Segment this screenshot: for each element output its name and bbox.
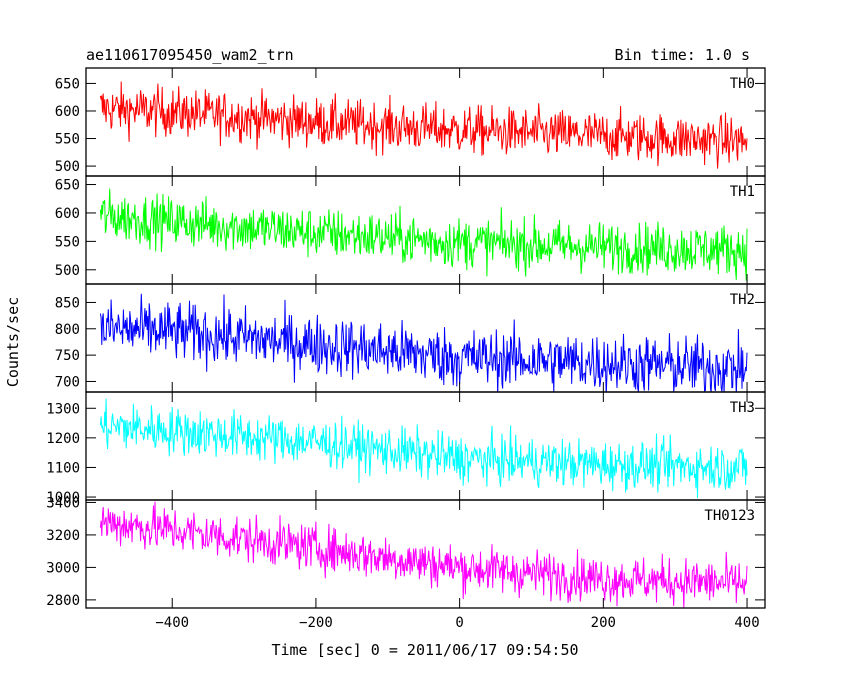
y-tick-label: 800 xyxy=(55,322,80,338)
y-tick-label: 1200 xyxy=(46,431,80,447)
y-axis-label: Counts/sec xyxy=(4,297,22,387)
panel-tag-th0: TH0 xyxy=(730,76,755,92)
panel-frame xyxy=(85,499,766,609)
y-tick-label: 850 xyxy=(55,295,80,311)
panels-group: 500 550 600 650 TH0 500 550 600 650 TH1 700 750 800 8… xyxy=(46,67,766,609)
panel-th2: 700 750 800 850 TH2 xyxy=(55,283,766,393)
panel-th0: 500 550 600 650 TH0 xyxy=(55,67,766,177)
panel-tag-th3: TH3 xyxy=(730,400,755,416)
series-line-th0 xyxy=(99,81,748,169)
series-line-th1 xyxy=(99,188,748,281)
y-tick-label: 1300 xyxy=(46,401,80,417)
y-tick-label: 3200 xyxy=(46,528,80,544)
x-tick-label: 200 xyxy=(591,615,616,631)
panel-tag-th2: TH2 xyxy=(730,292,755,308)
y-tick-label: 700 xyxy=(55,374,80,390)
y-tick-label: 2800 xyxy=(46,593,80,609)
panel-th3: 1000 1100 1200 1300 TH3 xyxy=(46,391,766,506)
y-tick-label: 600 xyxy=(55,104,80,120)
x-tick-label: −400 xyxy=(155,615,189,631)
x-tick-label: 0 xyxy=(455,615,463,631)
panel-tag-th1: TH1 xyxy=(730,184,755,200)
y-tick-label: 3400 xyxy=(46,495,80,511)
y-tick-label: 1100 xyxy=(46,460,80,476)
y-tick-label: 650 xyxy=(55,76,80,92)
y-tick-label: 600 xyxy=(55,206,80,222)
y-tick-label: 1000 xyxy=(46,490,80,506)
series-line-th2 xyxy=(99,293,748,392)
panel-th1: 500 550 600 650 TH1 xyxy=(55,175,766,285)
panel-th0123: 2800 3000 3200 3400 TH0123 xyxy=(46,495,766,609)
y-tick-label: 500 xyxy=(55,159,80,175)
y-tick-label: 500 xyxy=(55,263,80,279)
y-tick-label: 650 xyxy=(55,178,80,194)
series-line-th3 xyxy=(99,398,748,499)
x-axis-ticks: −400 −200 0 200 400 xyxy=(155,615,759,631)
y-tick-label: 550 xyxy=(55,234,80,250)
y-tick-label: 550 xyxy=(55,132,80,148)
chart-title: ae110617095450_wam2_trn xyxy=(86,46,294,64)
bin-time-label: Bin time: 1.0 s xyxy=(615,46,750,64)
y-tick-label: 3000 xyxy=(46,560,80,576)
y-tick-label: 750 xyxy=(55,348,80,364)
x-axis-label: Time [sec] 0 = 2011/06/17 09:54:50 xyxy=(271,641,578,659)
panel-tag-th0123: TH0123 xyxy=(704,508,755,524)
series-line-th0123 xyxy=(99,501,748,608)
x-tick-label: −200 xyxy=(299,615,333,631)
x-tick-label: 400 xyxy=(734,615,759,631)
